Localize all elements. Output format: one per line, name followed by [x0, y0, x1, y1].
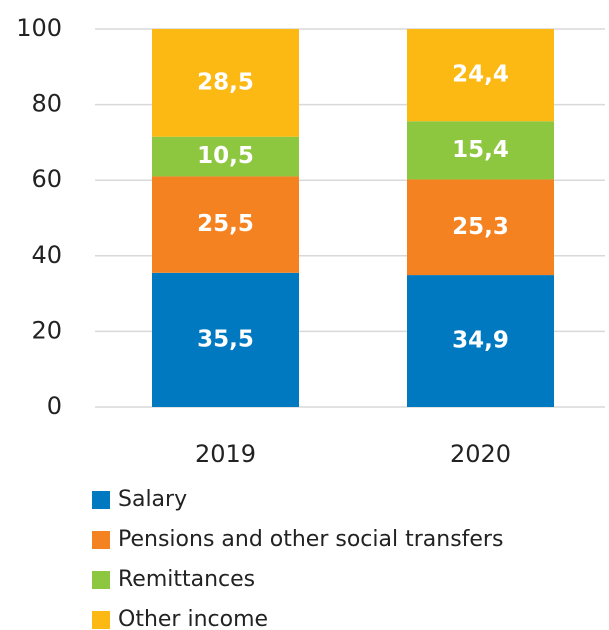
data-label: 25,3 — [452, 214, 509, 240]
data-label: 24,4 — [452, 62, 509, 88]
legend-swatch — [92, 611, 110, 629]
y-tick-label: 0 — [47, 392, 62, 420]
bar-segment — [407, 121, 554, 180]
legend-label: Other income — [118, 607, 268, 630]
y-tick-label: 40 — [31, 241, 62, 269]
legend-label: Salary — [118, 487, 187, 512]
bar-segment — [152, 136, 299, 177]
legend-label: Pensions and other social transfers — [118, 527, 503, 552]
x-tick-label: 2020 — [450, 440, 511, 468]
y-tick-label: 100 — [16, 14, 62, 42]
y-tick-label: 20 — [31, 316, 62, 344]
y-tick-label: 80 — [31, 90, 62, 118]
data-label: 35,5 — [197, 326, 254, 352]
y-tick-label: 60 — [31, 165, 62, 193]
bar-segment — [407, 275, 554, 407]
legend-label: Remittances — [118, 567, 255, 592]
bar-segment — [152, 29, 299, 137]
data-label: 28,5 — [197, 69, 254, 95]
data-label: 15,4 — [452, 137, 509, 163]
bar-segment — [152, 272, 299, 407]
legend-swatch — [92, 491, 110, 509]
data-label: 25,5 — [197, 211, 254, 237]
bar-segment — [152, 176, 299, 273]
bar-segment — [407, 179, 554, 276]
data-label: 34,9 — [452, 328, 509, 354]
x-tick-label: 2019 — [195, 440, 256, 468]
data-label: 10,5 — [197, 143, 254, 169]
legend-swatch — [92, 531, 110, 549]
legend-swatch — [92, 571, 110, 589]
bar-segment — [407, 29, 554, 122]
